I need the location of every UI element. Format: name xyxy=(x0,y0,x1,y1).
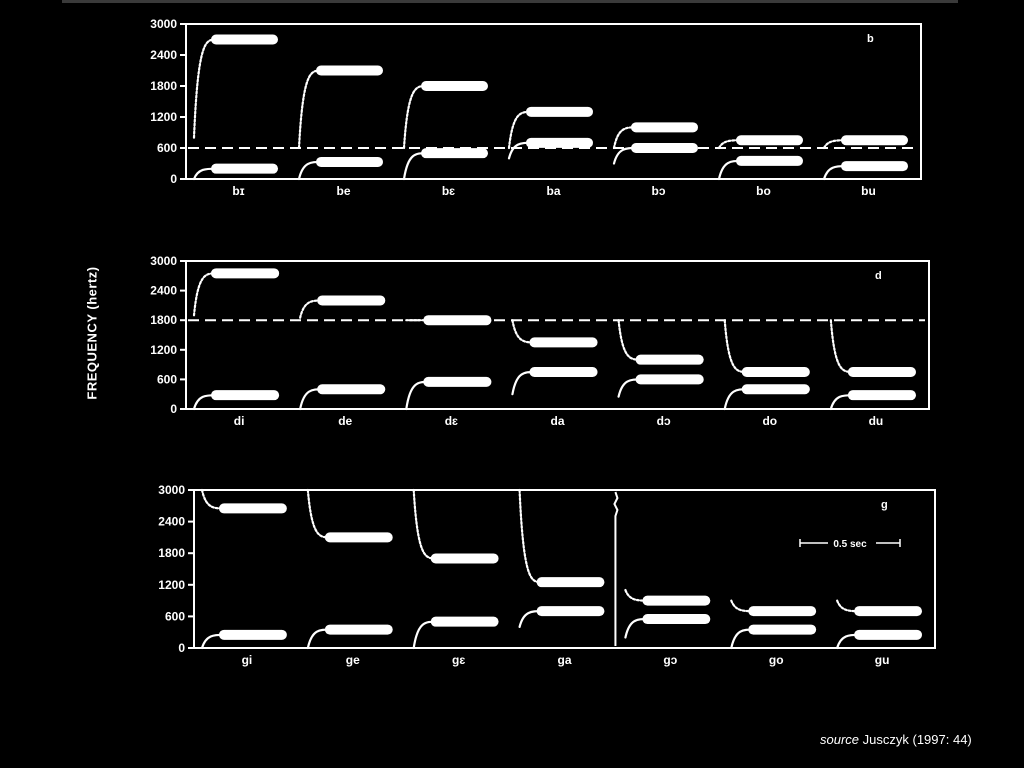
y-tick-label: 2400 xyxy=(150,284,177,298)
formant-transition-1 xyxy=(192,38,218,139)
y-tick-label: 1200 xyxy=(158,578,185,592)
top-rule xyxy=(62,0,958,3)
syllable-label: gɔ xyxy=(663,653,677,667)
plot-frame xyxy=(185,23,922,180)
syllable-label: bo xyxy=(756,184,771,198)
y-tick-label: 1200 xyxy=(150,343,177,357)
scale-label-bg xyxy=(828,535,876,549)
y-tick-label: 600 xyxy=(157,141,177,155)
y-tick-label: 0 xyxy=(170,402,177,416)
panel-letter: d xyxy=(875,270,882,282)
syllable-label: de xyxy=(338,414,352,428)
y-tick-label: 2400 xyxy=(150,48,177,62)
formant-transition-1 xyxy=(617,319,642,361)
syllable-label: gu xyxy=(875,653,890,667)
panel-d: 3000 2400 1800 1200 600 0 d di de dɛ da dɔ do du xyxy=(150,254,930,428)
y-tick-label: 1200 xyxy=(150,110,177,124)
panel-letter: g xyxy=(881,499,888,511)
syllable-label: dɛ xyxy=(445,414,458,428)
formant-transition-1 xyxy=(402,84,428,150)
syllable-label: da xyxy=(550,414,564,428)
formant-transition-1 xyxy=(518,488,543,584)
formant-transition-2 xyxy=(405,380,430,411)
source-citation: source Jusczyk (1997: 44) xyxy=(820,732,972,747)
panel-g: 3000 2400 1800 1200 600 0 0.5 sec g gi ge gɛ ga gɔ go… xyxy=(158,483,936,667)
y-tick-label: 1800 xyxy=(150,79,177,93)
panel-b: 3000 2400 1800 1200 600 0 b bɪ be bɛ ba bɔ bo bu xyxy=(150,17,922,198)
source-text: Jusczyk (1997: 44) xyxy=(862,732,972,747)
y-tick-label: 0 xyxy=(170,172,177,186)
y-tick-label: 2400 xyxy=(158,515,185,529)
syllable-label: gi xyxy=(242,653,253,667)
y-tick-label: 3000 xyxy=(150,17,177,31)
syllable-label: du xyxy=(869,414,884,428)
syllable-label: bɔ xyxy=(651,184,665,198)
y-tick-label: 600 xyxy=(165,609,185,623)
y-tick-label: 600 xyxy=(157,372,177,386)
syllable-label: be xyxy=(336,184,350,198)
y-axis-label: FREQUENCY (hertz) xyxy=(84,266,100,400)
y-tick-label: 1800 xyxy=(150,313,177,327)
syllable-label: gɛ xyxy=(452,653,465,667)
syllable-label: bu xyxy=(861,184,876,198)
plot-frame xyxy=(193,489,936,649)
formant-transition-2 xyxy=(402,152,428,181)
formant-transition-1 xyxy=(297,69,323,150)
source-prefix: source xyxy=(820,732,860,747)
formant-transition-1 xyxy=(723,319,748,374)
formant-transition-1 xyxy=(306,488,331,539)
formant-transition-2 xyxy=(412,620,437,650)
formant-transition-1 xyxy=(412,488,437,560)
syllable-label: di xyxy=(234,414,245,428)
formant-transition-1 xyxy=(829,319,854,374)
scale-bar-label: 0.5 sec xyxy=(833,539,867,550)
syllable-label: dɔ xyxy=(657,414,671,428)
y-tick-label: 1800 xyxy=(158,546,185,560)
syllable-label: go xyxy=(769,653,784,667)
syllable-label: bɪ xyxy=(232,184,244,198)
syllable-label: bɛ xyxy=(442,184,455,198)
formant-transition-1 xyxy=(192,272,218,317)
panel-letter: b xyxy=(867,33,874,45)
plot-frame xyxy=(185,260,930,410)
y-tick-label: 0 xyxy=(178,641,185,655)
syllable-label: ge xyxy=(346,653,360,667)
y-tick-label: 3000 xyxy=(150,254,177,268)
y-tick-label: 3000 xyxy=(158,483,185,497)
syllable-label: ga xyxy=(557,653,571,667)
syllable-label: do xyxy=(762,414,777,428)
panel-divider xyxy=(613,491,619,646)
syllable-label: ba xyxy=(546,184,560,198)
